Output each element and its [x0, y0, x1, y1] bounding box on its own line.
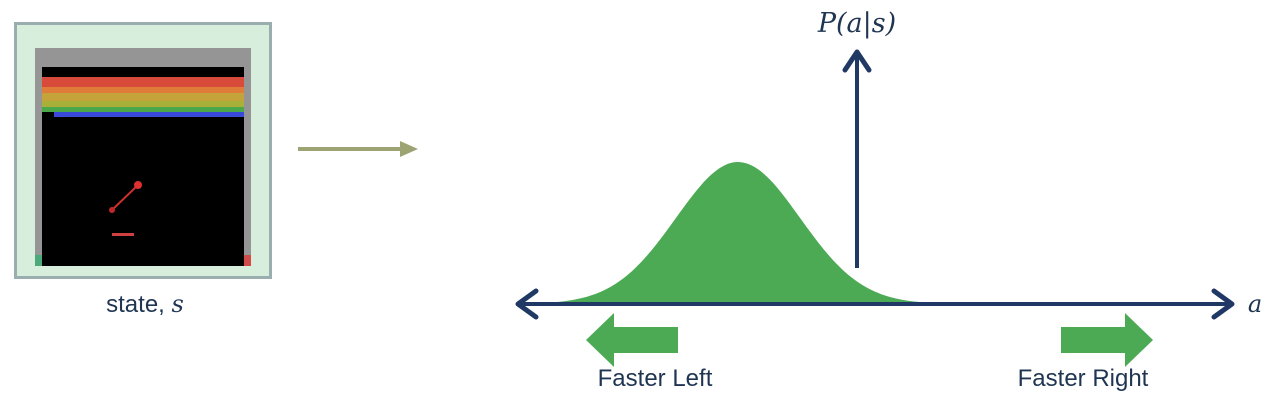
ball [134, 181, 142, 189]
faster-left-label: Faster Left [598, 365, 713, 392]
x-axis [515, 288, 1235, 320]
connector-arrow [298, 141, 418, 157]
ball-trajectory [109, 181, 142, 236]
state-label-text: state, [106, 291, 165, 318]
brick-row-olive [42, 101, 244, 107]
state-caption: state, s [60, 290, 230, 319]
brick-row-green [42, 107, 244, 112]
faster-right-arrow [1061, 313, 1153, 367]
x-axis-label: a [1248, 290, 1262, 318]
game-playfield [42, 67, 244, 266]
paddle [112, 233, 134, 236]
faster-left-arrow [586, 313, 678, 367]
action-distribution-curve [548, 162, 935, 304]
brick-row-red [42, 77, 244, 87]
brick-row-orange [42, 87, 244, 93]
left-wall-marker [35, 255, 42, 266]
right-wall-marker [244, 255, 251, 266]
ball-path-line [111, 184, 139, 211]
faster-right-label: Faster Right [1018, 365, 1149, 392]
y-axis [842, 49, 872, 268]
state-symbol: s [171, 290, 184, 318]
brick-row-yellow [42, 93, 244, 101]
state-image-frame [14, 22, 272, 279]
brick-row-blue [54, 112, 244, 117]
breakout-game-screen [35, 48, 251, 266]
ball-previous-position [109, 207, 115, 213]
y-axis-label: P(a|s) [817, 8, 896, 39]
